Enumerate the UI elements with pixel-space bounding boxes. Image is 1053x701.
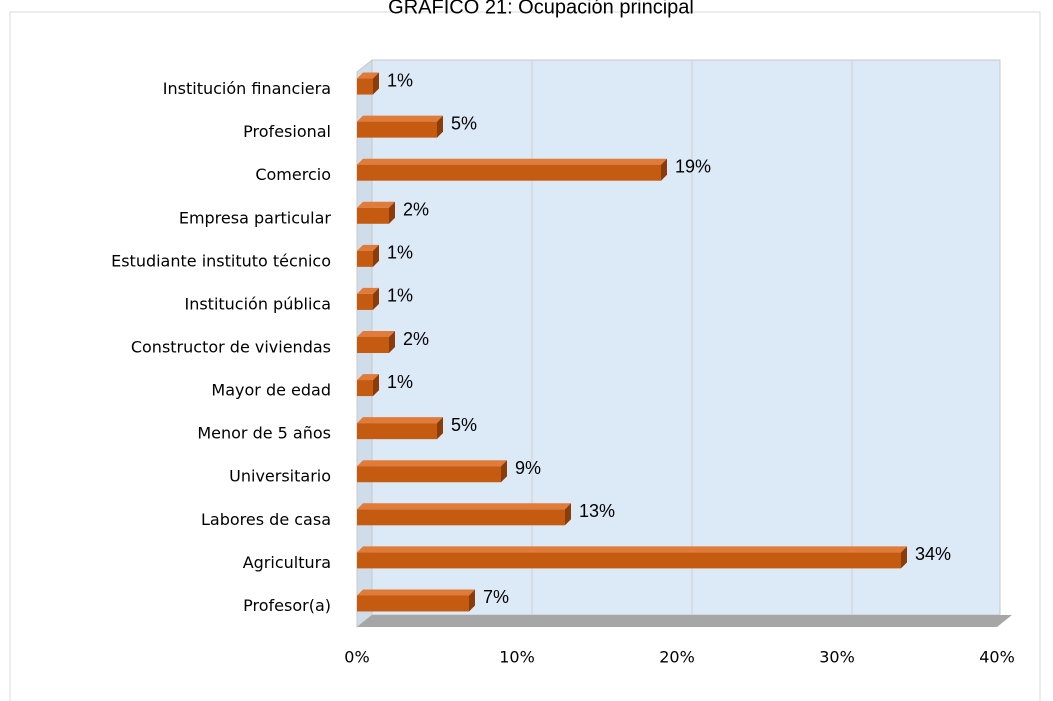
x-tick-label: 20% xyxy=(659,648,695,667)
bar xyxy=(357,78,373,95)
floor xyxy=(357,615,1012,627)
data-label: 2% xyxy=(403,200,429,220)
data-label: 1% xyxy=(387,70,413,90)
y-tick-label: Empresa particular xyxy=(179,208,332,227)
bar xyxy=(357,293,373,310)
chart-frame xyxy=(9,11,1041,701)
bar-top xyxy=(357,589,475,596)
data-label: 7% xyxy=(483,587,509,607)
y-tick-label: Menor de 5 años xyxy=(197,424,331,443)
bar-end xyxy=(661,158,667,181)
y-tick-label: Labores de casa xyxy=(201,510,331,529)
data-label: 1% xyxy=(387,286,413,306)
bar-top xyxy=(357,244,379,251)
bar-top xyxy=(357,201,395,208)
y-tick-label: Profesional xyxy=(243,122,331,141)
data-label: 5% xyxy=(451,415,477,435)
bar-end xyxy=(373,374,379,397)
bar-top xyxy=(357,374,379,381)
bar-end xyxy=(565,503,571,526)
bar-top xyxy=(357,115,443,122)
back-wall xyxy=(371,59,1001,616)
bar-top xyxy=(357,546,907,553)
bar-end xyxy=(437,115,443,138)
bar xyxy=(357,207,389,224)
bar xyxy=(357,423,437,440)
bar-end xyxy=(469,589,475,612)
data-label: 9% xyxy=(515,458,541,478)
y-tick-label: Institución pública xyxy=(184,294,331,313)
data-label: 13% xyxy=(579,501,615,521)
y-tick-label: Institución financiera xyxy=(163,79,331,98)
bar-top xyxy=(357,417,443,424)
bar xyxy=(357,595,469,612)
bar xyxy=(357,466,501,483)
bar-end xyxy=(373,72,379,95)
x-tick-label: 40% xyxy=(979,648,1015,667)
bar-end xyxy=(373,287,379,310)
bar xyxy=(357,250,373,267)
bar-top xyxy=(357,72,379,79)
y-tick-label: Estudiante instituto técnico xyxy=(111,251,331,270)
bar xyxy=(357,380,373,397)
bar xyxy=(357,164,661,181)
bar-end xyxy=(389,331,395,353)
data-label: 1% xyxy=(387,372,413,392)
bar-end xyxy=(373,244,379,267)
bar xyxy=(357,337,389,353)
x-tick-label: 0% xyxy=(344,648,369,667)
y-tick-label: Profesor(a) xyxy=(243,596,331,615)
data-label: 19% xyxy=(675,156,711,176)
bar-end xyxy=(501,460,507,483)
bar xyxy=(357,509,565,526)
bar-top xyxy=(357,331,395,337)
chart-title: GRÁFICO 21: Ocupación principal xyxy=(388,0,694,18)
y-tick-label: Comercio xyxy=(255,165,331,184)
bar xyxy=(357,552,901,569)
y-tick-label: Universitario xyxy=(229,467,331,486)
bar-end xyxy=(389,201,395,224)
x-tick-label: 10% xyxy=(499,648,535,667)
bar-top xyxy=(357,460,507,467)
y-tick-label: Agricultura xyxy=(243,553,331,572)
data-label: 1% xyxy=(387,243,413,263)
bar-top xyxy=(357,158,667,165)
bar-end xyxy=(437,417,443,440)
x-tick-label: 30% xyxy=(819,648,855,667)
bar-top xyxy=(357,287,379,294)
data-label: 2% xyxy=(403,329,429,349)
y-tick-label: Mayor de edad xyxy=(211,381,331,400)
bar-end xyxy=(901,546,907,569)
data-label: 5% xyxy=(451,113,477,133)
y-tick-label: Constructor de viviendas xyxy=(131,338,331,357)
bar-top xyxy=(357,503,571,510)
bar xyxy=(357,121,437,138)
data-label: 34% xyxy=(915,544,951,564)
